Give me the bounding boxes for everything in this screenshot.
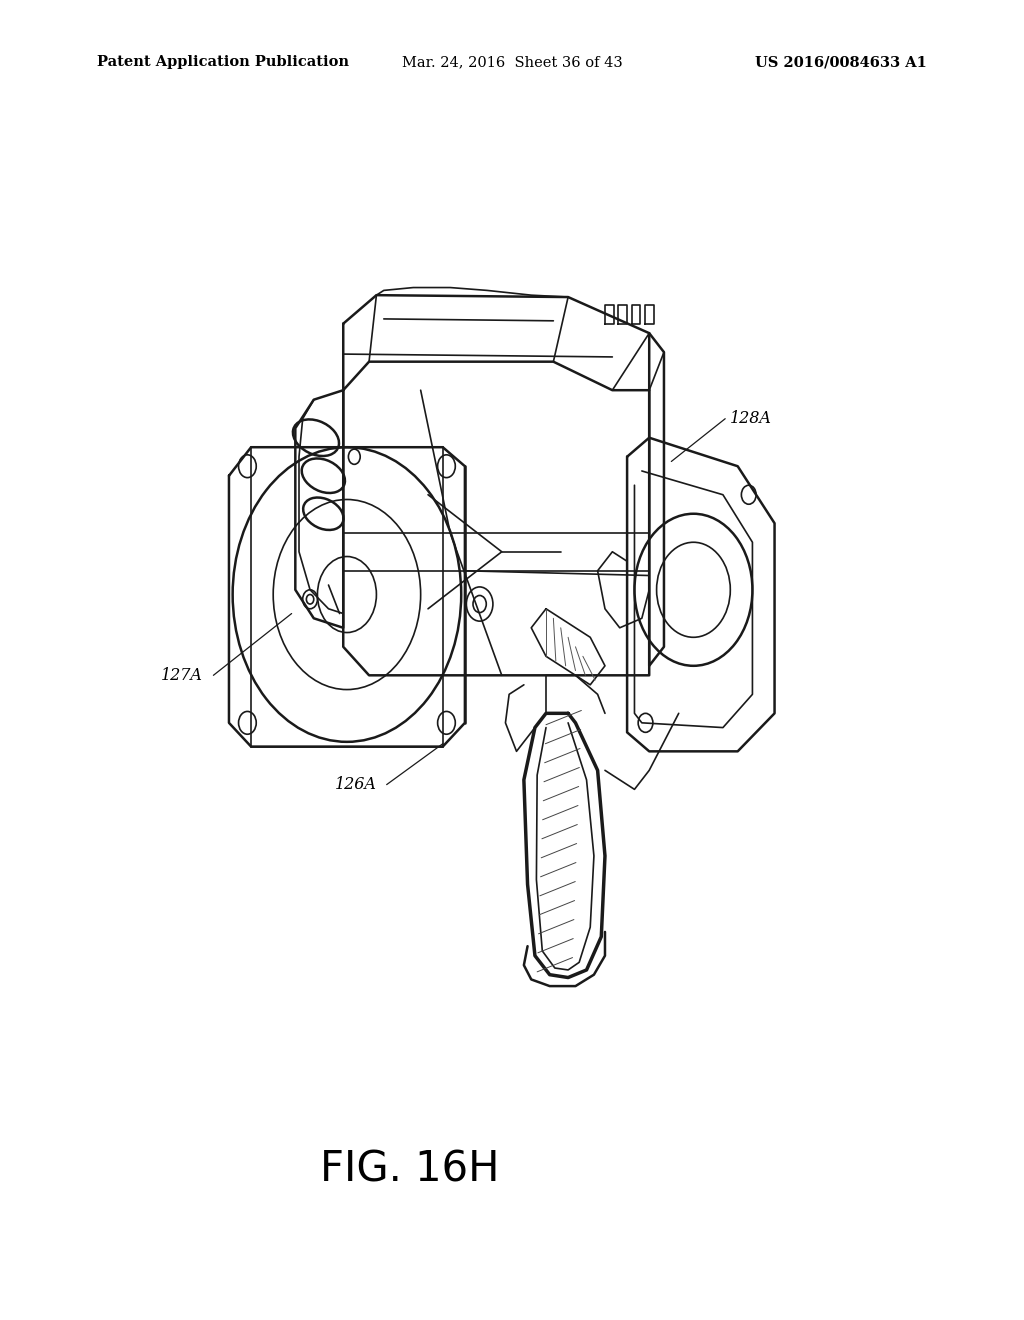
Text: 127A: 127A <box>162 667 203 684</box>
Text: Patent Application Publication: Patent Application Publication <box>97 55 349 70</box>
Text: 128A: 128A <box>730 411 772 428</box>
Text: US 2016/0084633 A1: US 2016/0084633 A1 <box>755 55 927 70</box>
Text: Mar. 24, 2016  Sheet 36 of 43: Mar. 24, 2016 Sheet 36 of 43 <box>401 55 623 70</box>
Text: FIG. 16H: FIG. 16H <box>319 1148 500 1191</box>
Text: 126A: 126A <box>335 776 377 793</box>
